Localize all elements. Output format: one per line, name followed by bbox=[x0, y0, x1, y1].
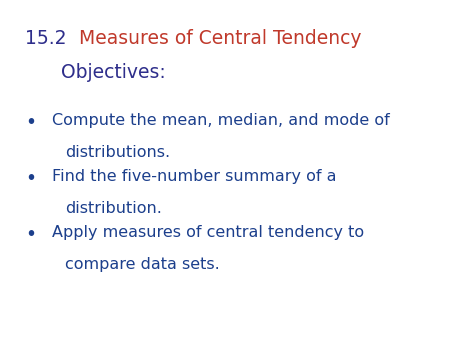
Text: 15.2: 15.2 bbox=[25, 29, 66, 48]
Text: Apply measures of central tendency to: Apply measures of central tendency to bbox=[52, 225, 364, 240]
Text: Find the five-number summary of a: Find the five-number summary of a bbox=[52, 169, 336, 184]
Text: compare data sets.: compare data sets. bbox=[65, 257, 220, 272]
Text: •: • bbox=[25, 113, 36, 132]
Text: Compute the mean, median, and mode of: Compute the mean, median, and mode of bbox=[52, 113, 390, 128]
Text: distributions.: distributions. bbox=[65, 145, 171, 160]
Text: Measures of Central Tendency: Measures of Central Tendency bbox=[79, 29, 361, 48]
Text: •: • bbox=[25, 169, 36, 188]
Text: distribution.: distribution. bbox=[65, 201, 162, 216]
Text: Objectives:: Objectives: bbox=[61, 63, 166, 81]
Text: •: • bbox=[25, 225, 36, 244]
